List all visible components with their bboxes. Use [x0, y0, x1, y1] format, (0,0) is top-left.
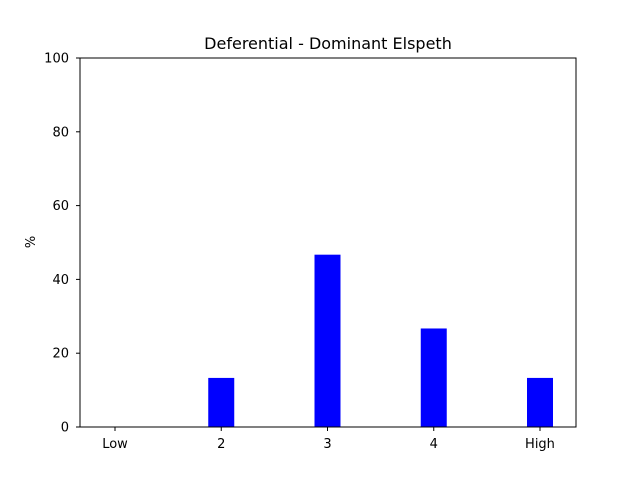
x-tick-label: Low: [102, 437, 128, 452]
bar-2: [208, 377, 235, 427]
y-tick-label: 60: [52, 199, 69, 214]
y-tick-label: 20: [52, 347, 69, 362]
bar-4: [420, 328, 447, 427]
bar-high: [527, 377, 553, 427]
bar-3: [314, 254, 341, 427]
y-tick-label: 40: [52, 273, 69, 288]
chart-title: Deferential - Dominant Elspeth: [204, 34, 452, 53]
x-tick-label: 4: [430, 437, 438, 452]
x-tick-label: 2: [217, 437, 225, 452]
x-tick-label: High: [525, 437, 555, 452]
plot-area-frame: [79, 57, 577, 428]
y-axis-ticks: 0 20 40 60 80 100: [44, 52, 80, 436]
x-tick-label: 3: [323, 437, 331, 452]
bars-group: [208, 254, 553, 427]
y-axis-label: %: [24, 236, 39, 248]
y-tick-label: 80: [52, 125, 69, 140]
y-tick-label: 0: [61, 421, 69, 436]
x-axis-ticks: Low 2 3 4 High: [102, 427, 555, 452]
y-tick-label: 100: [44, 52, 69, 67]
